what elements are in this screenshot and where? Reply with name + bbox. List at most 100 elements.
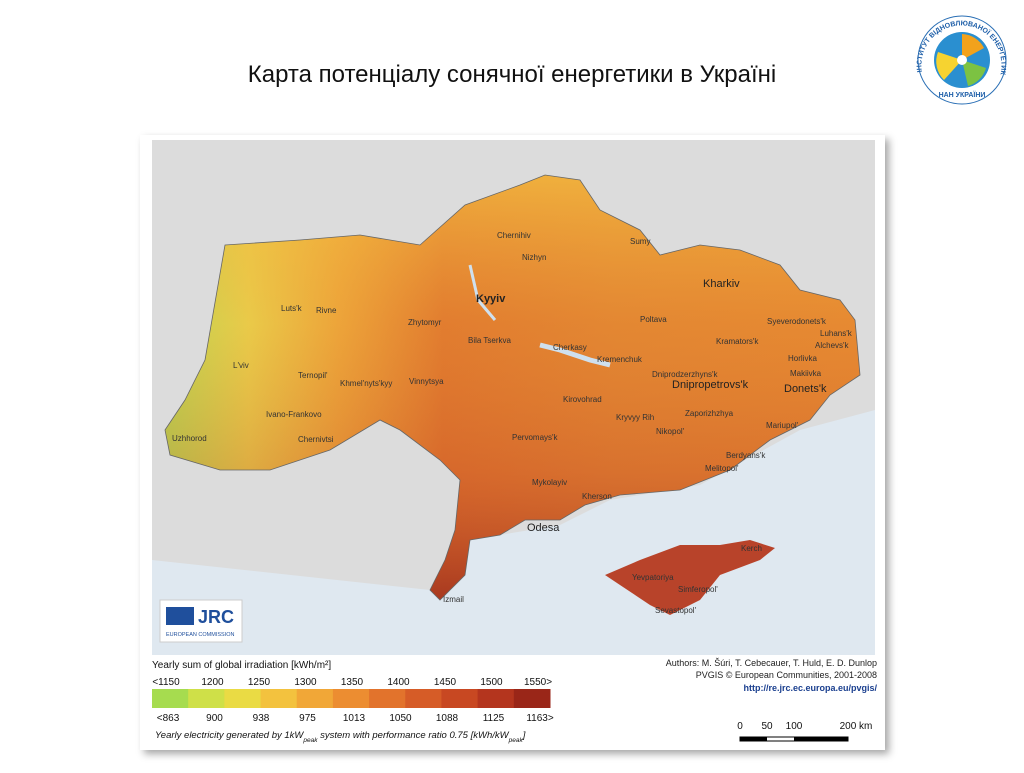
city-label: Kherson — [582, 492, 612, 501]
city-label: Berdyans'k — [726, 451, 766, 460]
city-label: Kharkiv — [703, 278, 740, 290]
city-label: Poltava — [640, 315, 667, 324]
badge-sub: EUROPEAN COMMISSION — [166, 632, 234, 638]
city-label: L'viv — [233, 361, 249, 370]
city-label: Pervomays'k — [512, 433, 559, 442]
city-label: Izmail — [443, 595, 464, 604]
city-label: Cherkasy — [553, 343, 587, 352]
legend-label: 938 — [253, 713, 270, 724]
legend-label: 1500 — [480, 677, 503, 688]
credit-copyright: PVGIS © European Communities, 2001-2008 — [696, 670, 877, 680]
subtitle-part: peak — [508, 737, 524, 744]
legend-label: 1450 — [434, 677, 457, 688]
legend-label: 1350 — [341, 677, 364, 688]
legend-label: 1300 — [294, 677, 317, 688]
legend-label: 1050 — [389, 713, 412, 724]
city-label: Mariupol' — [766, 421, 799, 430]
legend-swatch — [513, 689, 551, 708]
city-label: Syeverodonets'k — [767, 317, 827, 326]
subtitle-part: ] — [522, 730, 526, 741]
city-label: Bila Tserkva — [468, 336, 512, 345]
city-label: Luhans'k — [820, 329, 853, 338]
city-label: Donets'k — [784, 383, 827, 395]
scale-label: 200 km — [840, 721, 873, 732]
legend-label: <863 — [157, 713, 180, 724]
legend-label: 900 — [206, 713, 223, 724]
legend-label: 1163> — [526, 713, 554, 724]
legend: Yearly sum of global irradiation [kWh/m²… — [152, 660, 554, 744]
capital-label: Kyyiv — [476, 293, 506, 305]
city-label: Khmel'nyts'kyy — [340, 379, 392, 388]
city-label: Ternopil' — [298, 371, 328, 380]
city-label: Nikopol' — [656, 427, 685, 436]
city-label: Chernihiv — [497, 231, 531, 240]
slide-title: Карта потенціалу сонячної енергетики в У… — [248, 61, 777, 88]
city-label: Makiivka — [790, 369, 822, 378]
logo-bottom-text: НАН УКРАЇНИ — [939, 91, 986, 99]
city-label: Kirovohrad — [563, 395, 602, 404]
subtitle-part: system with performance ratio 0.75 [kWh/… — [317, 730, 509, 741]
legend-subtitle: Yearly electricity generated by 1kWpeak … — [155, 730, 526, 744]
legend-swatch — [332, 689, 370, 708]
legend-label: 1400 — [387, 677, 410, 688]
city-label: Vinnytsya — [409, 377, 444, 386]
legend-label: 1125 — [483, 713, 505, 724]
legend-label: 1200 — [201, 677, 224, 688]
legend-label: 1088 — [436, 713, 459, 724]
city-label: Kerch — [741, 544, 762, 553]
logo: ІНСТИТУТ ВІДНОВЛЮВАНОЇ ЕНЕРГЕТИКИ НАН УК… — [0, 0, 1007, 105]
ukraine — [164, 174, 861, 615]
city-label: Zaporizhzhya — [685, 409, 734, 418]
city-label: Mykolayiv — [532, 478, 567, 487]
city-label: Melitopol' — [705, 464, 739, 473]
city-label: Dnipropetrovs'k — [672, 379, 749, 391]
legend-label: <1150 — [152, 677, 180, 688]
legend-label: 1013 — [343, 713, 366, 724]
legend-title: Yearly sum of global irradiation [kWh/m²… — [152, 660, 331, 671]
jrc-badge: JRC EUROPEAN COMMISSION — [159, 599, 243, 643]
scale-label: 100 — [786, 721, 803, 732]
legend-label: 975 — [299, 713, 316, 724]
city-label: Rivne — [316, 306, 337, 315]
city-label: Kryvyy Rih — [616, 413, 654, 422]
legend-label: 1550> — [524, 677, 552, 688]
city-label: Sumy — [630, 237, 650, 246]
legend-swatch — [441, 689, 479, 708]
city-label: Uzhhorod — [172, 434, 207, 443]
city-label: Zhytomyr — [408, 318, 442, 327]
city-labels: Kyyiv Kharkiv Dnipropetrovs'k Donets'k O… — [172, 231, 853, 615]
city-label: Alchevs'k — [815, 341, 850, 350]
city-label: Horlivka — [788, 354, 817, 363]
subtitle-part: peak — [302, 737, 318, 744]
legend-swatch — [152, 689, 189, 708]
legend-swatch — [296, 689, 334, 708]
city-label: Kramators'k — [716, 337, 759, 346]
subtitle-part: Yearly electricity generated by 1kW — [155, 730, 304, 741]
legend-swatch — [369, 689, 406, 708]
city-label: Ivano-Frankovo — [266, 410, 322, 419]
city-label: Sevastopol' — [655, 606, 697, 615]
city-label: Yevpatoriya — [632, 573, 674, 582]
scale-bar: 0 50 100 200 km — [737, 721, 873, 742]
legend-swatch — [260, 689, 298, 708]
city-label: Kremenchuk — [597, 355, 643, 364]
legend-swatch — [477, 689, 515, 708]
credits: Authors: M. Šúri, T. Cebecauer, T. Huld,… — [666, 658, 878, 693]
city-label: Chernivtsi — [298, 435, 334, 444]
city-label: Luts'k — [281, 304, 303, 313]
badge-name: JRC — [198, 607, 234, 627]
city-label: Dniprodzerzhyns'k — [652, 370, 719, 379]
credit-url: http://re.jrc.ec.europa.eu/pvgis/ — [743, 683, 877, 693]
city-label: Simferopol' — [678, 585, 718, 594]
city-label: Odesa — [527, 522, 560, 534]
legend-label: 1250 — [248, 677, 271, 688]
credit-authors: Authors: M. Šúri, T. Cebecauer, T. Huld,… — [666, 658, 877, 668]
legend-swatch — [224, 689, 262, 708]
city-label: Nizhyn — [522, 253, 546, 262]
scale-label: 0 — [737, 721, 743, 732]
scale-label: 50 — [761, 721, 773, 732]
legend-swatch — [188, 689, 225, 708]
legend-swatch — [405, 689, 442, 708]
